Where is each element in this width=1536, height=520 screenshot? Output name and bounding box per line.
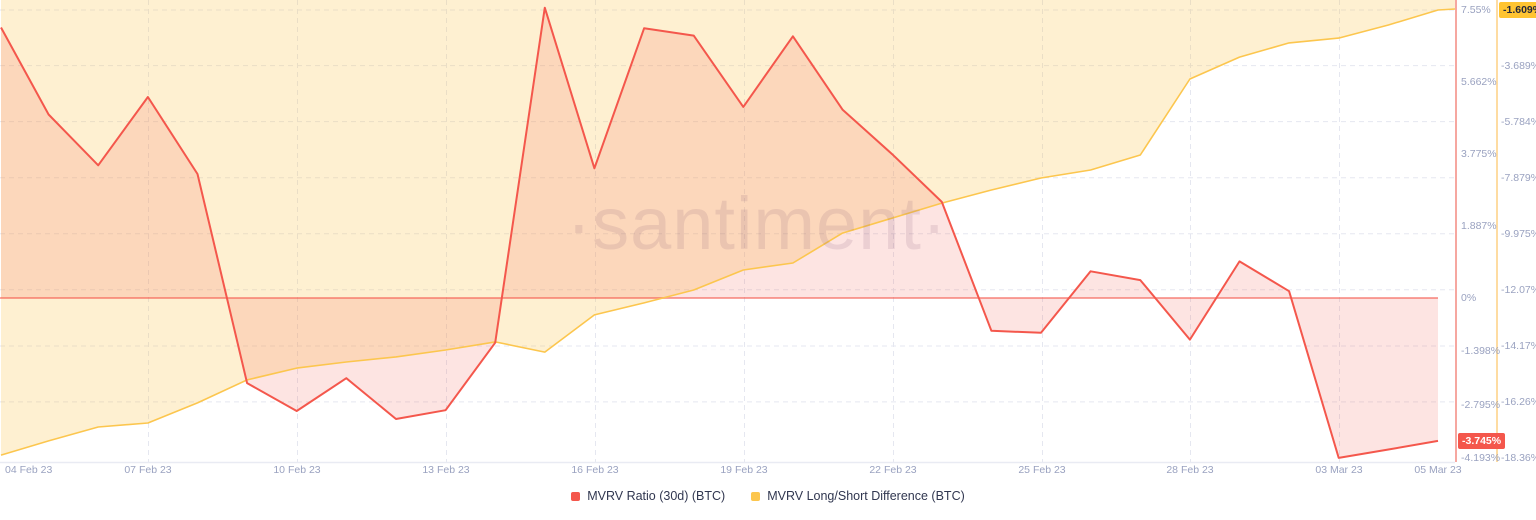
red-axis-tick-label: 0%	[1461, 292, 1477, 305]
x-tick-label: 04 Feb 23	[5, 464, 53, 476]
yellow-axis-tick-label: -7.879%	[1501, 171, 1536, 184]
x-tick-label: 25 Feb 23	[1018, 464, 1066, 476]
x-tick-label: 03 Mar 23	[1315, 464, 1363, 476]
red-axis-tick-label: -2.795%	[1461, 398, 1501, 411]
yellow-axis-tick-label: -5.784%	[1501, 115, 1536, 128]
red-axis-tick-label: 3.775%	[1461, 148, 1497, 161]
red-axis-tick-label: -1.398%	[1461, 345, 1501, 358]
yellow-last-value-badge: -1.609%	[1499, 2, 1536, 18]
legend-label: MVRV Ratio (30d) (BTC)	[587, 489, 726, 503]
x-tick-label: 05 Mar 23	[1414, 464, 1462, 476]
yellow-axis-tick-label: -14.17%	[1501, 339, 1536, 352]
yellow-axis-tick-label: -3.689%	[1501, 59, 1536, 72]
yellow-axis-tick-label: -18.36%	[1501, 452, 1536, 464]
legend-item-mvrv-ratio[interactable]: MVRV Ratio (30d) (BTC)	[571, 489, 725, 504]
x-tick-label: 13 Feb 23	[422, 464, 470, 476]
x-tick-label: 07 Feb 23	[124, 464, 172, 476]
red-axis-tick-label: 7.55%	[1461, 4, 1491, 16]
legend-swatch-icon	[571, 492, 581, 501]
red-axis-tick-label: 1.887%	[1461, 220, 1497, 233]
yellow-axis-tick-label: -12.07%	[1501, 283, 1536, 296]
legend-item-mvrv-long-short-difference[interactable]: MVRV Long/Short Difference (BTC)	[751, 489, 965, 504]
chart-legend: MVRV Ratio (30d) (BTC) MVRV Long/Short Di…	[0, 489, 1536, 504]
yellow-axis-tick-label: -9.975%	[1501, 227, 1536, 240]
legend-label: MVRV Long/Short Difference (BTC)	[767, 489, 965, 503]
x-tick-label: 22 Feb 23	[869, 464, 917, 476]
legend-swatch-icon	[751, 492, 761, 501]
x-tick-label: 10 Feb 23	[273, 464, 321, 476]
yellow-axis-tick-label: -16.26%	[1501, 395, 1536, 408]
x-tick-label: 28 Feb 23	[1166, 464, 1214, 476]
x-tick-label: 16 Feb 23	[571, 464, 619, 476]
red-axis-tick-label: 5.662%	[1461, 76, 1497, 89]
red-axis-tick-label: -4.193%	[1461, 452, 1501, 464]
x-tick-label: 19 Feb 23	[720, 464, 768, 476]
red-last-value-badge: -3.745%	[1458, 432, 1506, 449]
